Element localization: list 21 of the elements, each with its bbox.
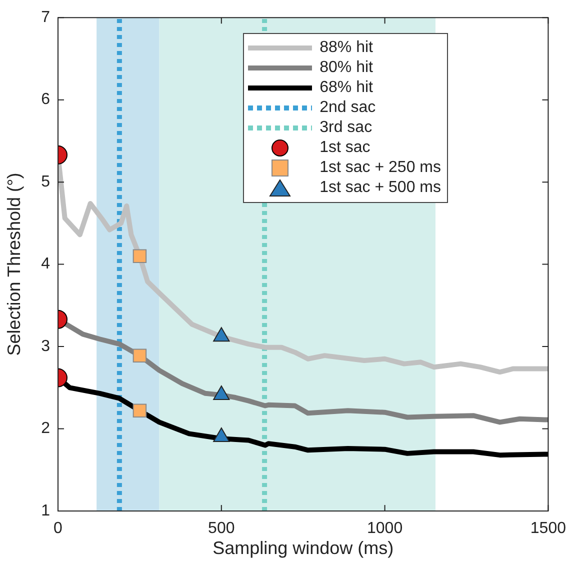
y-tick-label: 3 — [41, 338, 50, 355]
y-tick-label: 6 — [41, 91, 50, 108]
legend-label: 3rd sac — [320, 119, 372, 137]
y-tick-label: 5 — [41, 173, 50, 190]
y-tick-label: 4 — [41, 256, 50, 273]
y-tick-label: 1 — [41, 502, 50, 520]
legend-label: 2nd sac — [320, 99, 376, 117]
y-tick-label: 2 — [41, 420, 50, 438]
legend-label: 80% hit — [320, 59, 373, 77]
legend-label: 68% hit — [320, 79, 373, 97]
x-tick-label: 1000 — [367, 520, 403, 538]
x-axis-title: Sampling window (ms) — [212, 538, 394, 558]
x-tick-label: 500 — [208, 520, 235, 538]
y-axis-title: Selection Threshold (°) — [4, 172, 24, 356]
x-tick-label: 0 — [54, 520, 63, 538]
x-tick-label: 1500 — [530, 520, 566, 538]
legend-label: 1st sac + 250 ms — [320, 159, 441, 177]
legend-label: 1st sac — [320, 139, 370, 157]
legend-label: 88% hit — [320, 39, 373, 57]
legend-label: 1st sac + 500 ms — [320, 179, 441, 197]
y-tick-label: 7 — [41, 9, 50, 26]
